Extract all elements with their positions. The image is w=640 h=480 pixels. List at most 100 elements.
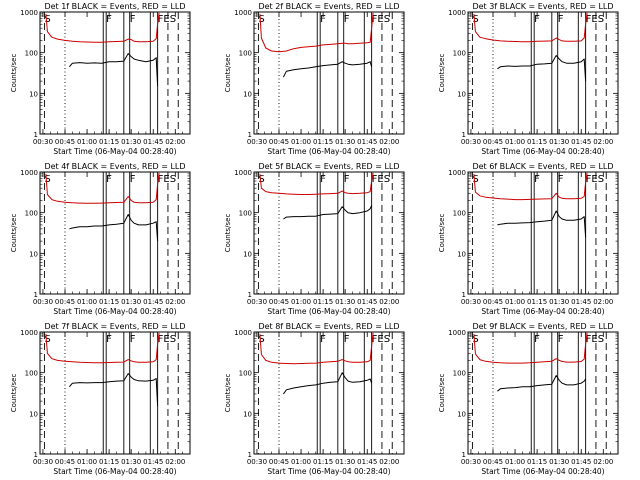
x-axis-label: Start Time (06-May-04 00:28:40)	[267, 467, 390, 476]
series-line-events	[283, 62, 371, 77]
region-label: S	[258, 174, 264, 185]
series-line-lld	[46, 13, 159, 42]
series-line-events	[283, 373, 371, 394]
x-tick-label: 01:00	[505, 138, 525, 146]
x-tick-label: 01:45	[571, 298, 591, 306]
x-axis-label: Start Time (06-May-04 00:28:40)	[481, 467, 604, 476]
y-axis-label: Counts/sec	[438, 214, 446, 253]
series-line-lld	[260, 333, 373, 364]
chart-title: Det 4f BLACK = Events, RED = LLD	[44, 162, 185, 171]
chart-title: Det 9f BLACK = Events, RED = LLD	[472, 322, 613, 331]
series-line-events	[69, 54, 157, 87]
y-axis-label: Counts/sec	[438, 54, 446, 93]
x-axis-label: Start Time (06-May-04 00:28:40)	[267, 307, 390, 316]
x-tick-label: 01:00	[505, 458, 525, 466]
x-tick-label: 01:15	[313, 298, 333, 306]
y-tick-label: 10	[29, 410, 38, 418]
x-axis-label: Start Time (06-May-04 00:28:40)	[481, 147, 604, 156]
y-tick-label: 1000	[234, 9, 252, 17]
y-tick-label: 100	[25, 50, 38, 58]
x-tick-label: 02:00	[165, 458, 185, 466]
region-label: F	[344, 174, 350, 185]
region-label: S	[44, 174, 50, 185]
y-tick-label: 1000	[20, 9, 38, 17]
x-tick-label: 01:45	[571, 138, 591, 146]
region-label: F	[534, 174, 540, 185]
y-tick-label: 1000	[448, 329, 466, 337]
x-tick-label: 00:30	[247, 298, 267, 306]
series-line-lld	[260, 13, 373, 52]
x-tick-label: 01:30	[549, 138, 569, 146]
chart-panel-7: Det 7f BLACK = Events, RED = LLD 1 10 100 10…	[10, 322, 190, 476]
x-tick-label: 01:15	[99, 298, 119, 306]
chart-title: Det 5f BLACK = Events, RED = LLD	[258, 162, 399, 171]
x-tick-label: 00:45	[269, 298, 289, 306]
x-axis-label: Start Time (06-May-04 00:28:40)	[481, 307, 604, 316]
y-tick-label: 1000	[20, 169, 38, 177]
y-axis-label: Counts/sec	[10, 374, 18, 413]
chart-panel-9: Det 9f BLACK = Events, RED = LLD11010010…	[438, 322, 618, 476]
x-tick-label: 00:30	[33, 138, 53, 146]
chart-title: Det 6f BLACK = Events, RED = LLD	[472, 162, 613, 171]
x-tick-label: 00:30	[461, 298, 481, 306]
y-tick-label: 100	[25, 210, 38, 218]
x-axis-label: Start Time (06-May-04 00:28:40)	[53, 307, 176, 316]
x-tick-label: 00:45	[55, 138, 75, 146]
x-tick-label: 00:45	[55, 298, 75, 306]
series-line-events	[283, 206, 371, 220]
chart-panel-3: Det 3f BLACK = Events, RED = LLD 1 10 100 10…	[438, 2, 618, 156]
y-tick-label: 10	[29, 250, 38, 258]
region-label: F	[534, 334, 540, 345]
y-tick-label: 10	[243, 90, 252, 98]
detector-chart-grid: Det 1f BLACK = Events, RED = LLD11010010…	[0, 0, 640, 480]
series-line-events	[497, 56, 585, 82]
x-tick-label: 01:00	[77, 298, 97, 306]
y-tick-label: 1000	[234, 169, 252, 177]
series-line-lld	[474, 173, 587, 200]
region-label: F	[558, 174, 564, 185]
chart-title: Det 1f BLACK = Events, RED = LLD	[44, 2, 185, 11]
x-tick-label: 00:45	[483, 138, 503, 146]
x-tick-label: 01:15	[313, 458, 333, 466]
region-label: S	[44, 334, 50, 345]
x-tick-label: 01:45	[357, 298, 377, 306]
x-tick-label: 01:00	[291, 298, 311, 306]
x-tick-label: 01:30	[335, 458, 355, 466]
y-axis-label: Counts/sec	[224, 214, 232, 253]
region-label: FES	[372, 174, 390, 185]
x-tick-label: 01:30	[121, 138, 141, 146]
series-line-lld	[46, 173, 159, 203]
y-tick-label: 100	[453, 370, 466, 378]
x-tick-label: 00:30	[461, 458, 481, 466]
y-tick-label: 1000	[448, 9, 466, 17]
x-tick-label: 00:30	[33, 458, 53, 466]
series-line-lld	[474, 333, 587, 363]
series-line-lld	[474, 13, 587, 42]
y-axis-label: Counts/sec	[438, 374, 446, 413]
y-tick-label: 10	[29, 90, 38, 98]
region-label: FES	[586, 334, 604, 345]
x-axis-label: Start Time (06-May-04 00:28:40)	[53, 147, 176, 156]
x-tick-label: 01:00	[291, 458, 311, 466]
x-tick-label: 01:00	[505, 298, 525, 306]
series-line-lld	[260, 173, 373, 195]
region-label: F	[320, 14, 326, 25]
x-tick-label: 01:15	[99, 458, 119, 466]
region-label: F	[106, 174, 112, 185]
x-tick-label: 01:30	[549, 298, 569, 306]
region-label: F	[344, 334, 350, 345]
region-label: F	[534, 14, 540, 25]
region-label: S	[258, 334, 264, 345]
y-axis-label: Counts/sec	[224, 374, 232, 413]
y-tick-label: 1000	[20, 329, 38, 337]
x-tick-label: 01:00	[291, 138, 311, 146]
x-tick-label: 01:45	[571, 458, 591, 466]
region-label: S	[472, 174, 478, 185]
x-tick-label: 01:45	[357, 138, 377, 146]
region-label: FES	[372, 334, 390, 345]
y-axis-label: Counts/sec	[10, 214, 18, 253]
x-tick-label: 00:30	[247, 138, 267, 146]
x-tick-label: 01:15	[313, 138, 333, 146]
y-tick-label: 1000	[448, 169, 466, 177]
y-tick-label: 10	[243, 410, 252, 418]
